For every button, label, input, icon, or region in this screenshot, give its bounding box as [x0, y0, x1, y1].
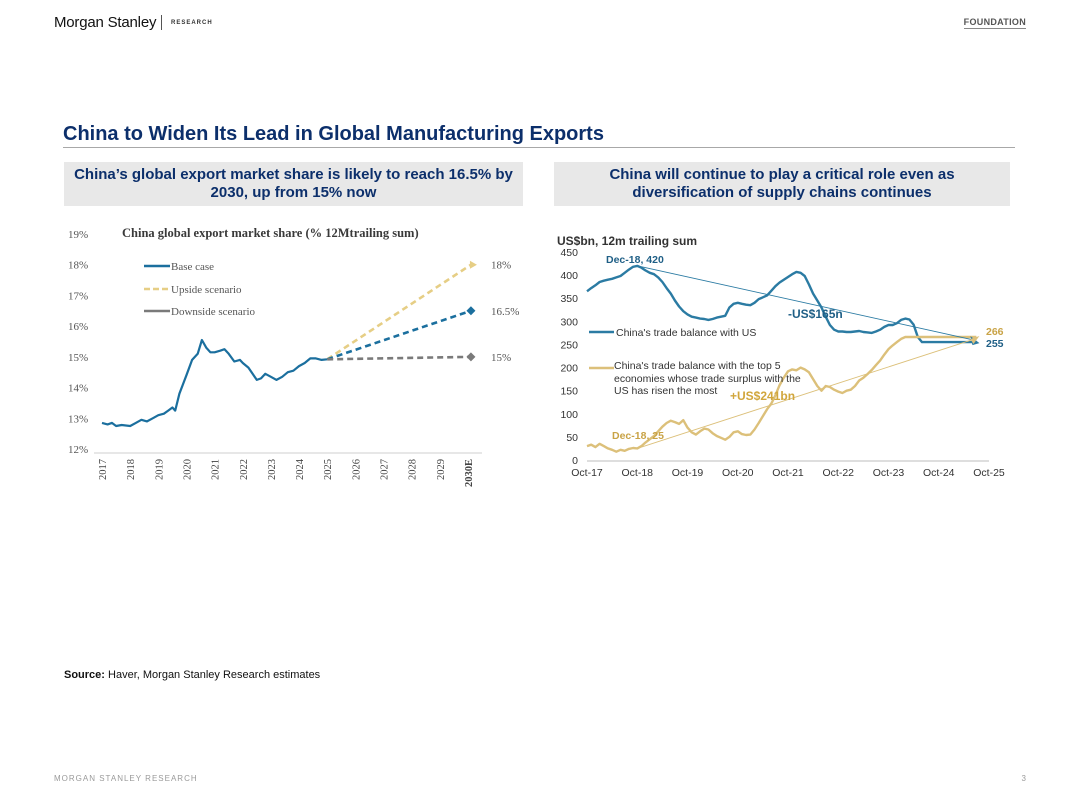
y-tick-label: 50	[566, 432, 578, 444]
top5-end-label: 266	[986, 326, 1004, 338]
y-tick-label: 450	[560, 247, 578, 259]
left-panel-subheading: China’s global export market share is li…	[64, 162, 523, 206]
x-tick-label: 2025	[323, 459, 334, 480]
x-axis: 2017 2018 2019 2020 2021 2022 2023 2024 2025 2026…	[94, 452, 482, 487]
x-tick-label: Oct-22	[822, 467, 854, 479]
x-tick-label: 2028	[408, 459, 419, 480]
foundation-badge: FOUNDATION	[963, 17, 1026, 29]
chart-series: 18% 16.5% 15%	[101, 260, 519, 428]
scenario-marker-upside	[469, 260, 477, 269]
scenario-marker-base	[466, 306, 476, 316]
us-end-label: 255	[986, 338, 1004, 350]
y-tick-label: 18%	[68, 260, 88, 272]
brand-logo: Morgan Stanley	[54, 14, 157, 31]
trade-balance-chart: US$bn, 12m trailing sum 0 50 100 150 200 250 3…	[557, 234, 1005, 479]
x-tick-label: Oct-18	[621, 467, 653, 479]
y-tick-label: 17%	[68, 290, 88, 302]
legend-upside: Upside scenario	[171, 284, 242, 296]
y-tick-label: 200	[560, 363, 578, 375]
x-tick-label: Oct-17	[571, 467, 603, 479]
y-tick-label: 350	[560, 293, 578, 305]
brand-divider	[161, 15, 162, 30]
chart-title: China global export market share (% 12Mt…	[122, 226, 419, 240]
y-tick-label: 300	[560, 316, 578, 328]
x-tick-label: 2026	[351, 459, 362, 480]
scenario-end-label-downside: 15%	[491, 352, 511, 364]
y-axis-title: US$bn, 12m trailing sum	[557, 234, 697, 248]
x-tick-label: Oct-19	[672, 467, 704, 479]
y-tick-label: 150	[560, 386, 578, 398]
x-tick-label: 2030E	[464, 459, 475, 487]
x-tick-label: Oct-20	[722, 467, 754, 479]
footer-brand: MORGAN STANLEY RESEARCH	[54, 774, 198, 783]
source-text: Haver, Morgan Stanley Research estimates	[108, 669, 321, 681]
chart-legend: Base case Upside scenario Downside scena…	[144, 261, 256, 318]
page-title: China to Widen Its Lead in Global Manufa…	[63, 123, 604, 145]
peak-label: Dec-18, 420	[606, 254, 664, 266]
x-tick-label: Oct-23	[873, 467, 905, 479]
us-trend-line	[637, 265, 975, 341]
x-tick-label: 2020	[182, 459, 193, 480]
x-tick-label: 2021	[211, 459, 222, 480]
right-panel-subheading: China will continue to play a critical r…	[554, 162, 1010, 206]
scenario-line-downside	[327, 355, 471, 361]
chart-annotations: Dec-18, 420 Dec-18, 25 -US$165n +US$241b…	[606, 254, 1004, 442]
x-tick-label: 2022	[239, 459, 250, 480]
us-change-label: -US$165n	[788, 307, 843, 321]
source-note: Source: Haver, Morgan Stanley Research e…	[64, 669, 320, 681]
y-tick-label: 16%	[68, 321, 88, 333]
page-number: 3	[1021, 774, 1026, 783]
legend-base-case: Base case	[171, 261, 214, 273]
x-tick-label: 2024	[295, 458, 306, 480]
trough-label: Dec-18, 25	[612, 430, 664, 442]
scenario-end-label-upside: 18%	[491, 260, 511, 272]
x-tick-label: 2027	[380, 459, 391, 480]
x-tick-label: Oct-25	[973, 467, 1005, 479]
scenario-marker-downside	[466, 352, 476, 362]
series-line-us	[586, 264, 977, 344]
y-tick-label: 100	[560, 409, 578, 421]
y-axis: 0 50 100 150 200 250 300 350 400 450	[560, 247, 578, 467]
x-tick-label: Oct-24	[923, 467, 955, 479]
legend-top5: China's trade balance with the top 5 eco…	[614, 360, 801, 397]
x-tick-label: Oct-21	[772, 467, 804, 479]
title-divider	[63, 147, 1015, 148]
y-axis: 12% 13% 14% 15% 16% 17% 18% 19%	[68, 229, 88, 456]
y-tick-label: 14%	[68, 383, 88, 395]
x-tick-label: 2019	[154, 459, 165, 480]
y-tick-label: 250	[560, 339, 578, 351]
series-line-base-history	[101, 338, 328, 428]
y-tick-label: 19%	[68, 229, 88, 241]
y-tick-label: 400	[560, 270, 578, 282]
y-tick-label: 13%	[68, 413, 88, 425]
chart-series	[586, 264, 980, 453]
top5-trend-arrow	[970, 336, 980, 345]
chart-legend: China's trade balance with US China's tr…	[589, 327, 801, 397]
x-tick-label: 2023	[267, 459, 278, 480]
legend-downside: Downside scenario	[171, 306, 256, 318]
x-tick-label: 2017	[98, 459, 109, 480]
legend-top5-wrap: China's trade balance with the top 5 eco…	[614, 360, 801, 397]
brand-subtitle: RESEARCH	[171, 20, 213, 26]
top5-trend-line	[637, 338, 975, 449]
scenario-end-label-base: 16.5%	[491, 306, 519, 318]
y-tick-label: 15%	[68, 352, 88, 364]
legend-us: China's trade balance with US	[616, 327, 756, 339]
x-tick-label: 2029	[436, 459, 447, 480]
top5-change-label: +US$241bn	[730, 389, 795, 403]
scenario-line-base	[326, 309, 472, 361]
source-label: Source:	[64, 669, 105, 681]
market-share-chart: China global export market share (% 12Mt…	[68, 226, 519, 487]
scenario-line-upside	[326, 263, 472, 361]
y-tick-label: 0	[572, 455, 578, 467]
series-line-top5	[586, 335, 977, 453]
y-tick-label: 12%	[68, 444, 88, 456]
x-axis: Oct-17 Oct-18 Oct-19 Oct-20 Oct-21 Oct-22 Oct-…	[571, 460, 1005, 479]
x-tick-label: 2018	[126, 459, 137, 480]
